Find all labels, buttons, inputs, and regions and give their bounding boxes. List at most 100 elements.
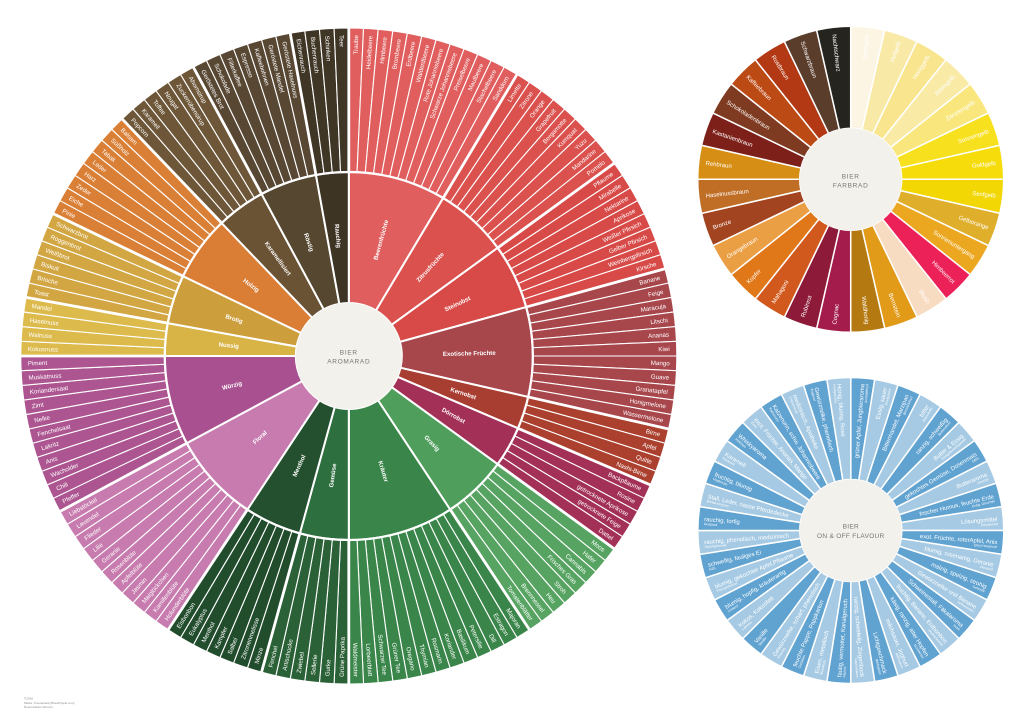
svg-text:Phenole: Phenole xyxy=(777,647,787,660)
svg-text:Erdig, Geosmin: Erdig, Geosmin xyxy=(972,499,996,508)
svg-text:Ester: Ester xyxy=(750,421,759,430)
svg-text:Benzaldehyd: Benzaldehyd xyxy=(902,396,913,416)
svg-text:Senfgelb: Senfgelb xyxy=(972,191,997,200)
svg-text:ON & OFF FLAVOUR: ON & OFF FLAVOUR xyxy=(817,533,885,540)
svg-text:Oxidation: Oxidation xyxy=(797,654,806,669)
svg-text:Merkaptan: Merkaptan xyxy=(875,659,883,676)
svg-text:BIER: BIER xyxy=(842,173,860,180)
svg-text:Zwiebel: Zwiebel xyxy=(296,652,306,674)
svg-text:Goldgelb: Goldgelb xyxy=(972,161,997,170)
svg-text:Grüner Tee: Grüner Tee xyxy=(390,642,402,674)
svg-text:Linalool: Linalool xyxy=(727,604,739,614)
svg-text:Ananas: Ananas xyxy=(648,332,669,340)
svg-text:Ethyl Hexanoat: Ethyl Hexanoat xyxy=(974,543,997,549)
svg-text:Haselnuss: Haselnuss xyxy=(29,317,58,327)
svg-text:Nachtschwarz: Nachtschwarz xyxy=(830,34,840,72)
svg-text:Maracuja: Maracuja xyxy=(640,303,667,314)
svg-text:Chili: Chili xyxy=(55,481,69,492)
svg-text:Toast: Toast xyxy=(33,289,49,299)
svg-text:Sellerie: Sellerie xyxy=(310,654,319,676)
svg-text:BIER: BIER xyxy=(340,349,358,356)
svg-text:Milchsäure: Milchsäure xyxy=(894,652,904,669)
svg-text:Diacetyl: Diacetyl xyxy=(977,477,990,485)
svg-text:©2018: ©2018 xyxy=(24,697,33,701)
svg-text:Rauchig: Rauchig xyxy=(333,224,342,249)
svg-text:Himbeere: Himbeere xyxy=(379,36,389,64)
svg-text:Nelke: Nelke xyxy=(34,414,51,424)
svg-text:Brombeere: Brombeere xyxy=(391,38,403,70)
svg-text:bitter: bitter xyxy=(919,404,931,418)
svg-text:Reproduktion Wenzel: Reproduktion Wenzel xyxy=(24,705,53,709)
svg-text:Apfel: Apfel xyxy=(642,442,658,453)
svg-text:Haselnussbraun: Haselnussbraun xyxy=(705,189,749,200)
svg-text:Lösungsmittel: Lösungsmittel xyxy=(961,517,998,526)
svg-text:Exotische Früchte: Exotische Früchte xyxy=(443,350,497,358)
svg-text:Rauchphenole: Rauchphenole xyxy=(704,543,726,549)
svg-text:Honig, blumig, Rose: Honig, blumig, Rose xyxy=(835,384,845,438)
svg-text:Dill: Dill xyxy=(487,633,497,644)
svg-text:Strohgelb: Strohgelb xyxy=(862,33,871,60)
svg-text:Laktone: Laktone xyxy=(741,620,753,631)
svg-text:Schinken: Schinken xyxy=(323,36,332,62)
svg-text:Birne: Birne xyxy=(645,428,661,438)
svg-text:Essigsäure: Essigsäure xyxy=(884,388,892,405)
svg-text:rauchig, torfig: rauchig, torfig xyxy=(704,517,740,526)
svg-text:Rehbraun: Rehbraun xyxy=(705,161,732,170)
svg-text:Kokosnuss: Kokosnuss xyxy=(28,346,58,354)
svg-text:Teer: Teer xyxy=(337,35,344,47)
svg-text:Piment: Piment xyxy=(28,360,48,367)
svg-text:Katzenurin: Katzenurin xyxy=(768,407,780,423)
svg-text:Oregano: Oregano xyxy=(404,646,416,672)
svg-text:H2S: H2S xyxy=(709,566,717,572)
svg-text:Mandel: Mandel xyxy=(31,303,52,313)
svg-text:Würzig: Würzig xyxy=(221,380,243,392)
svg-text:grüner Apfel, Jungbieraroma: grüner Apfel, Jungbieraroma xyxy=(855,383,867,458)
svg-text:Bitterstoffe: Bitterstoffe xyxy=(922,407,934,423)
svg-text:Cognac: Cognac xyxy=(832,304,840,325)
svg-text:Capronsäure: Capronsäure xyxy=(854,658,860,678)
svg-text:Guajacol: Guajacol xyxy=(704,522,718,527)
svg-text:Hopfenöle: Hopfenöle xyxy=(712,477,728,487)
svg-text:BIER: BIER xyxy=(843,524,859,531)
svg-text:Granatapfel: Granatapfel xyxy=(635,386,668,397)
svg-text:Litschi: Litschi xyxy=(650,317,668,326)
svg-text:Guave: Guave xyxy=(651,374,670,382)
svg-text:Gemüse: Gemüse xyxy=(328,463,338,488)
svg-text:Vanillin: Vanillin xyxy=(758,636,768,647)
svg-text:AROMARAD: AROMARAD xyxy=(327,359,370,366)
svg-text:Indol: Indol xyxy=(952,623,960,631)
svg-text:Muskatnuss: Muskatnuss xyxy=(28,373,61,382)
svg-text:Walnuss: Walnuss xyxy=(28,332,52,341)
svg-text:Acetaldehyd: Acetaldehyd xyxy=(864,384,869,403)
svg-text:Holzfass: Holzfass xyxy=(734,437,747,449)
svg-text:Getreide: Getreide xyxy=(972,585,986,594)
svg-text:Geraniol: Geraniol xyxy=(980,565,994,572)
svg-text:Minze: Minze xyxy=(254,646,266,664)
svg-text:Anis: Anis xyxy=(45,455,59,466)
svg-text:Waldhonig: Waldhonig xyxy=(860,296,869,325)
svg-text:Honigaroma: Honigaroma xyxy=(832,384,837,403)
svg-text:Fäulnis: Fäulnis xyxy=(842,666,847,678)
svg-text:Feige: Feige xyxy=(648,289,665,299)
svg-text:Buchenrauch: Buchenrauch xyxy=(309,37,320,75)
svg-text:Gurke: Gurke xyxy=(324,659,332,677)
svg-text:Lakritz: Lakritz xyxy=(41,440,60,452)
svg-text:Metallisch: Metallisch xyxy=(819,659,826,675)
svg-text:Marke: Poesiebank [BrauProjekt: Marke: Poesiebank [BrauProjekt.com] xyxy=(24,701,75,705)
svg-text:Waldmeister: Waldmeister xyxy=(351,643,359,677)
svg-text:Traube: Traube xyxy=(353,34,360,54)
svg-text:Zimt: Zimt xyxy=(31,401,44,410)
svg-text:Grüne Paprika: Grüne Paprika xyxy=(339,636,347,677)
svg-text:Koriandersaat: Koriandersaat xyxy=(30,385,69,396)
svg-text:Nussig: Nussig xyxy=(218,341,239,350)
svg-text:FARBRAD: FARBRAD xyxy=(833,183,869,190)
svg-text:Ethylacetat: Ethylacetat xyxy=(981,522,998,527)
svg-text:Lorbeerblatt: Lorbeerblatt xyxy=(364,643,373,677)
svg-text:Mango: Mango xyxy=(651,360,671,367)
svg-text:Heidelbeere: Heidelbeere xyxy=(365,35,374,69)
svg-text:Kiwi: Kiwi xyxy=(658,346,670,353)
svg-text:Eugenol: Eugenol xyxy=(810,388,817,401)
svg-text:DMS: DMS xyxy=(971,456,980,464)
svg-text:Chlorphenol: Chlorphenol xyxy=(788,396,799,415)
svg-text:Karamell: Karamell xyxy=(722,456,736,467)
